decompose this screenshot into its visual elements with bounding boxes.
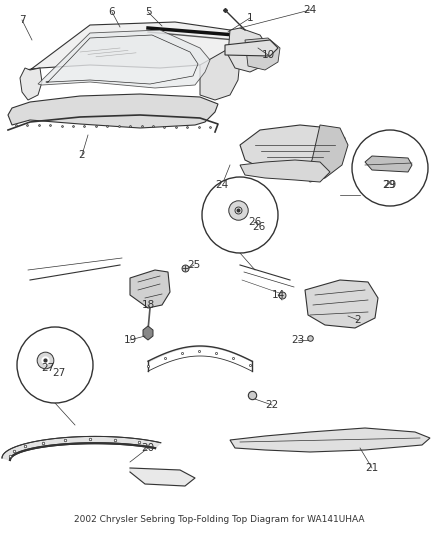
Text: 6: 6 [109,7,115,17]
Text: 22: 22 [265,400,279,410]
Text: 27: 27 [52,368,65,378]
Text: 1: 1 [247,13,253,23]
Polygon shape [230,428,430,452]
Circle shape [352,130,428,206]
Text: 19: 19 [124,335,137,345]
Polygon shape [240,125,345,175]
Polygon shape [245,38,280,70]
Polygon shape [2,437,161,460]
Polygon shape [143,326,153,340]
Text: 23: 23 [291,335,304,345]
Text: 7: 7 [19,15,25,25]
Polygon shape [20,68,42,100]
Polygon shape [38,30,210,88]
Polygon shape [305,125,348,182]
Text: 24: 24 [304,5,317,15]
Text: 2: 2 [355,315,361,325]
Polygon shape [365,156,412,172]
Text: 10: 10 [261,50,275,60]
Circle shape [17,327,93,403]
Polygon shape [228,28,270,72]
Text: 26: 26 [252,222,265,232]
Polygon shape [305,280,378,328]
Polygon shape [8,94,218,128]
Polygon shape [130,468,195,486]
Text: 25: 25 [187,260,201,270]
Text: 5: 5 [145,7,151,17]
Polygon shape [240,160,330,182]
Polygon shape [225,40,278,56]
Text: 29: 29 [382,180,395,190]
Polygon shape [130,270,170,308]
Text: 2: 2 [79,150,85,160]
Text: 21: 21 [365,463,378,473]
Text: 18: 18 [141,300,155,310]
Circle shape [202,177,278,253]
Polygon shape [25,22,235,70]
Text: 26: 26 [248,217,261,227]
Text: 14: 14 [272,290,285,300]
Text: 27: 27 [41,363,55,373]
Text: 29: 29 [383,180,397,190]
Polygon shape [200,45,240,100]
Text: 2002 Chrysler Sebring Top-Folding Top Diagram for WA141UHAA: 2002 Chrysler Sebring Top-Folding Top Di… [74,515,364,524]
Text: 20: 20 [141,443,155,453]
Text: 24: 24 [215,180,229,190]
